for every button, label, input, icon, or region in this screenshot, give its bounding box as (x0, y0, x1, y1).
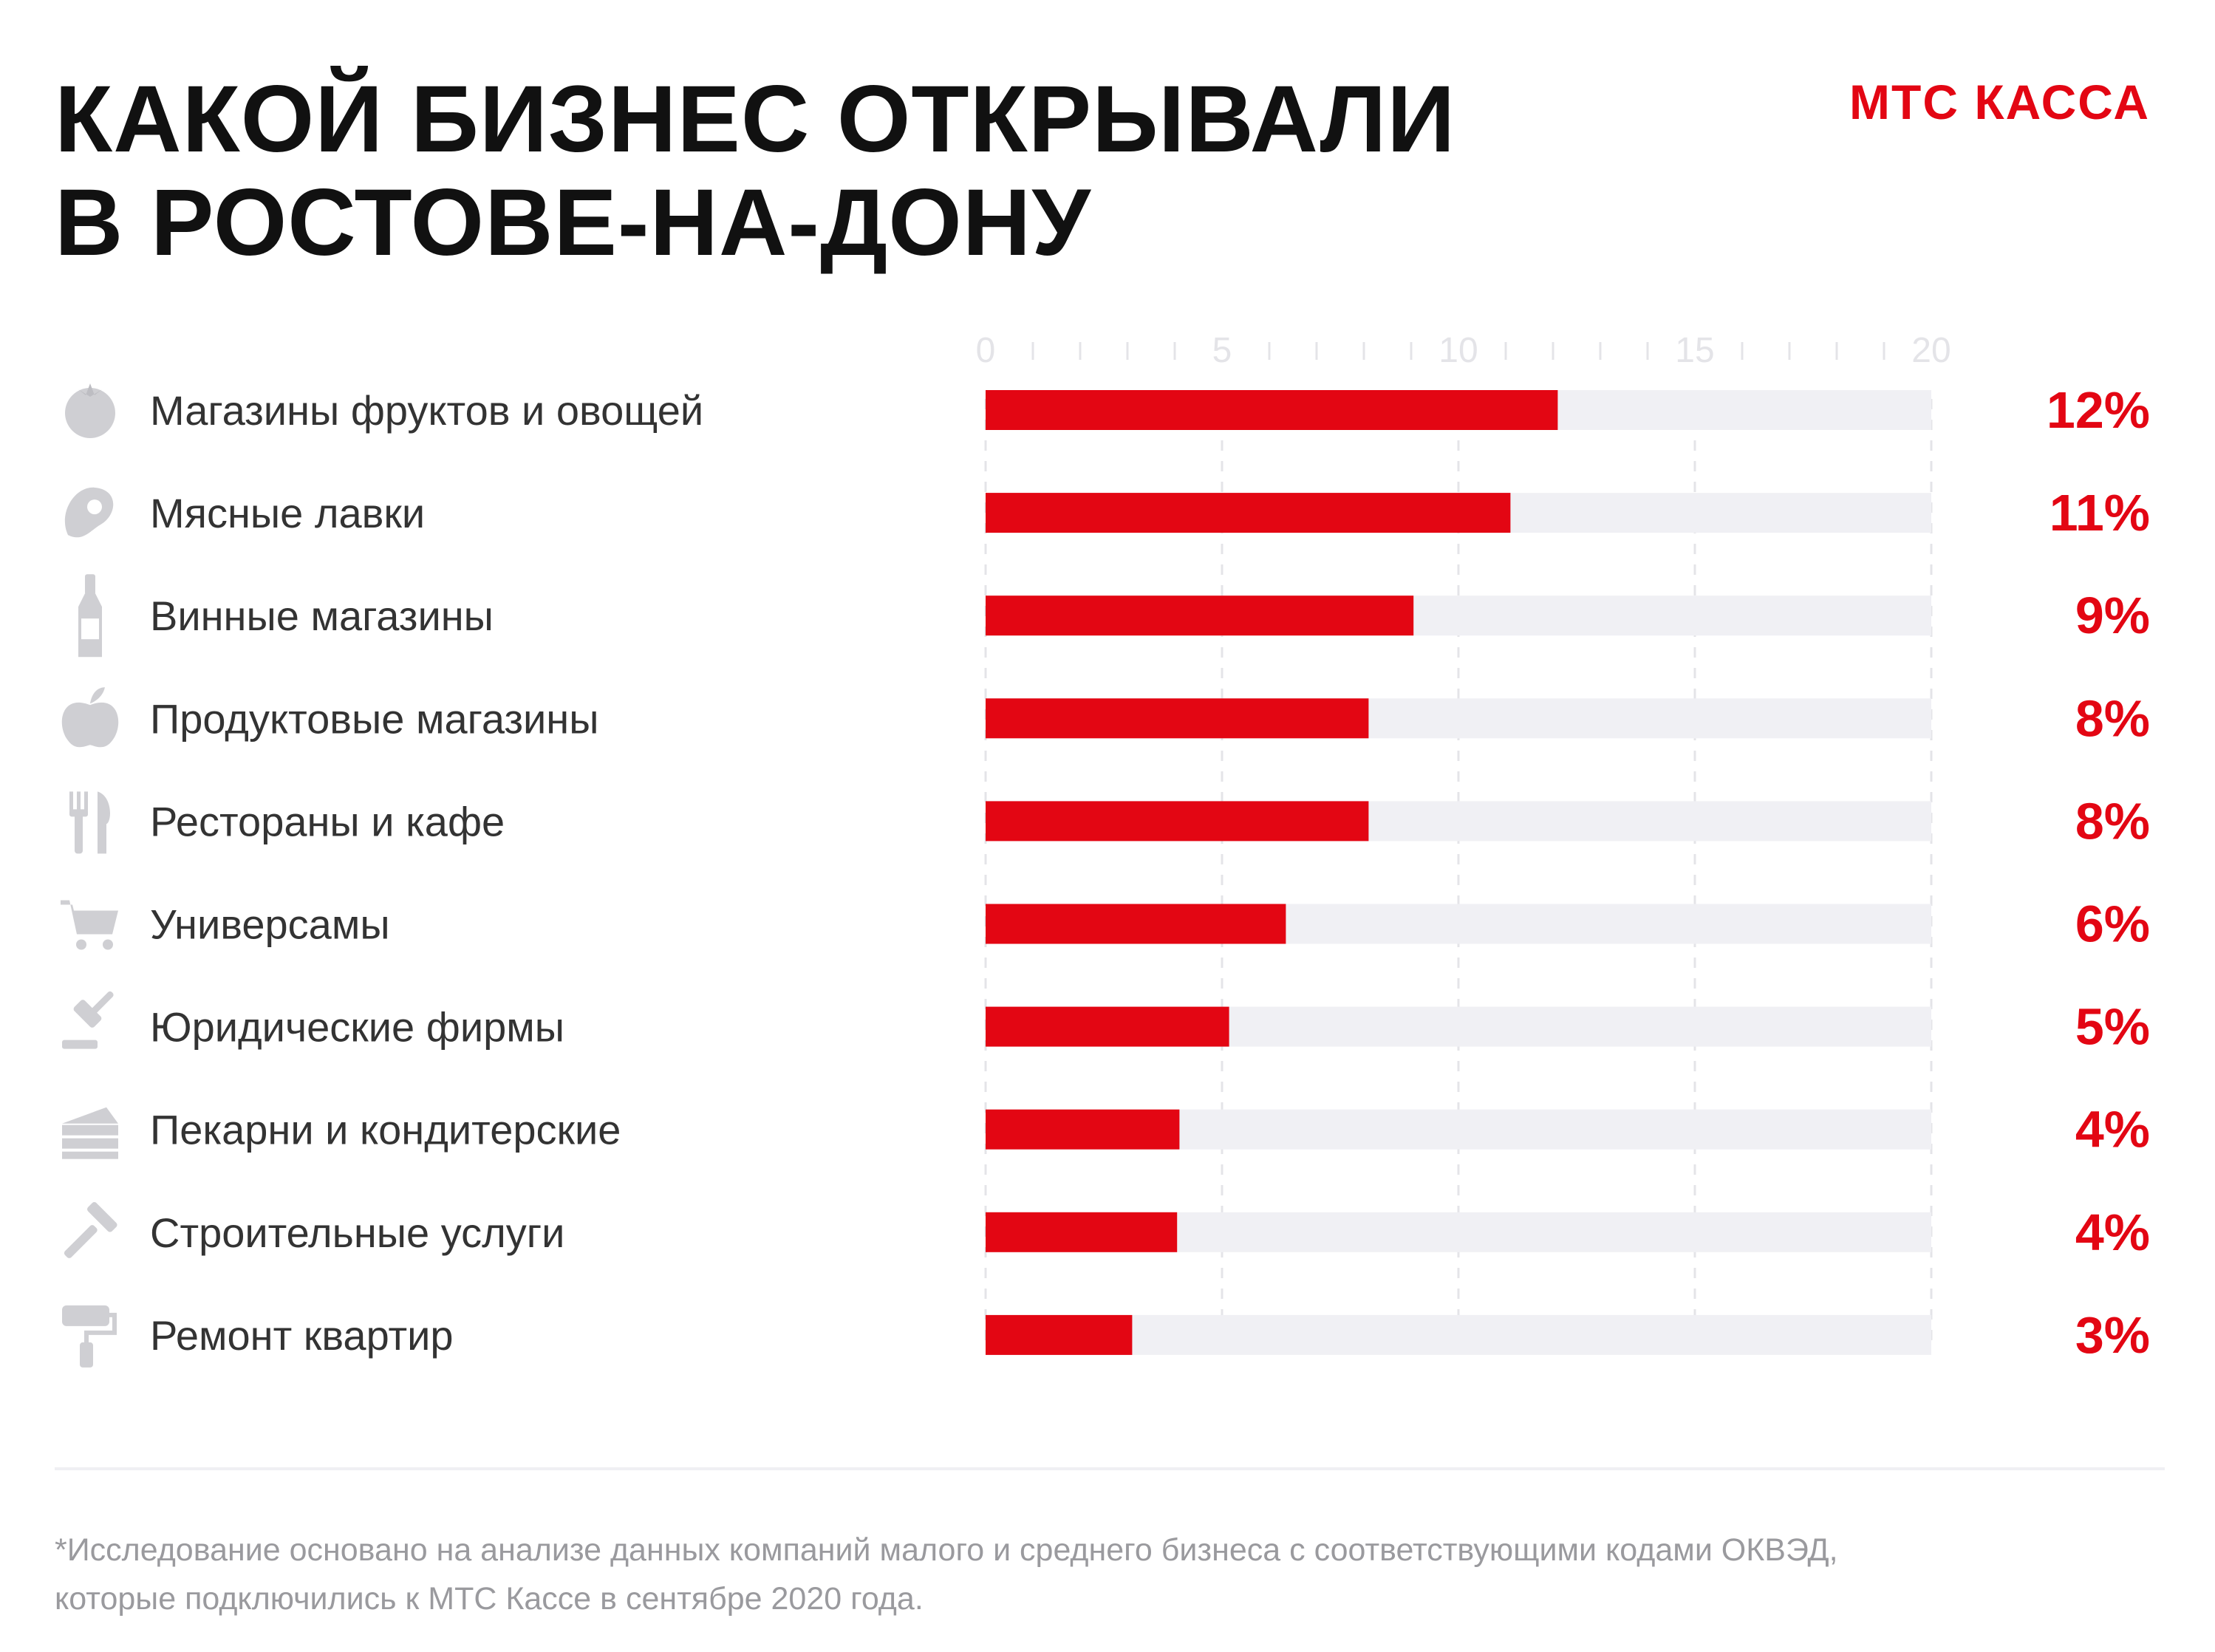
chart-row: Мясные лавки 11% (64, 484, 2150, 542)
chart-rows: Магазины фруктов и овощей 12% Мясные лавки… (61, 381, 2150, 1368)
category-label: Универсамы (150, 901, 390, 948)
value-label: 9% (2075, 587, 2150, 644)
chart-row: Юридические фирмы 5% (62, 991, 2150, 1056)
grid-lines (984, 399, 1933, 1343)
bar (986, 1109, 1180, 1150)
shopping-cart-icon (61, 900, 118, 950)
x-tick-label: 10 (1438, 331, 1478, 370)
value-label: 11% (2050, 484, 2150, 542)
value-label: 3% (2075, 1306, 2150, 1364)
category-label: Винные магазины (150, 593, 494, 639)
chart-row: Продуктовые магазины 8% (61, 687, 2150, 748)
x-tick-label: 5 (1212, 331, 1232, 370)
chart-row: Ремонт квартир 3% (62, 1305, 2150, 1368)
chart-row: Рестораны и кафе 8% (69, 791, 2150, 854)
footnote-line-1: *Исследование основано на анализе данных… (55, 1532, 1838, 1568)
chart-row: Винные магазины 9% (78, 574, 2150, 658)
bar (986, 904, 1286, 944)
value-label: 4% (2075, 1101, 2150, 1158)
chart-row: Универсамы 6% (61, 895, 2150, 953)
value-label: 5% (2075, 998, 2150, 1056)
tomato-icon (65, 383, 115, 438)
bar (986, 1006, 1229, 1047)
fork-knife-icon (69, 791, 110, 854)
bar (986, 1212, 1178, 1252)
footnote: *Исследование основано на анализе данных… (55, 1526, 2160, 1623)
x-tick-label: 0 (976, 331, 996, 370)
category-label: Пекарни и кондитерские (150, 1107, 621, 1153)
chart-row: Магазины фруктов и овощей 12% (65, 381, 2150, 439)
chart-row: Строительные услуги 4% (64, 1202, 2150, 1261)
gavel-icon (62, 991, 114, 1049)
category-label: Строительные услуги (150, 1209, 564, 1256)
value-label: 8% (2075, 689, 2150, 747)
axis-ticks: 0 5 10 15 20 (976, 331, 1951, 370)
category-label: Ремонт квартир (150, 1312, 454, 1359)
category-label: Мясные лавки (150, 490, 425, 536)
bar (986, 1314, 1133, 1355)
divider (55, 1467, 2165, 1470)
apple-icon (61, 687, 119, 748)
x-tick-label: 15 (1675, 331, 1714, 370)
bar (986, 698, 1369, 739)
wine-bottle-icon (78, 574, 102, 658)
category-label: Юридические фирмы (150, 1004, 564, 1051)
footnote-line-2: которые подключились к МТС Кассе в сентя… (55, 1581, 924, 1617)
category-label: Рестораны и кафе (150, 798, 505, 844)
bar (986, 493, 1511, 533)
value-label: 8% (2075, 792, 2150, 850)
paint-roller-icon (62, 1305, 117, 1368)
bar (986, 390, 1558, 430)
bar (986, 801, 1369, 842)
chart-row: Пекарни и кондитерские 4% (62, 1101, 2150, 1159)
value-label: 12% (2047, 381, 2150, 439)
steak-icon (64, 487, 114, 538)
brand-logo: МТС КАССА (1849, 75, 2150, 129)
category-label: Магазины фруктов и овощей (150, 387, 703, 434)
value-label: 6% (2075, 895, 2150, 953)
chart-title: КАКОЙ БИЗНЕС ОТКРЫВАЛИ В РОСТОВЕ-НА-ДОНУ (55, 68, 1455, 275)
title-line-1: КАКОЙ БИЗНЕС ОТКРЫВАЛИ (55, 66, 1456, 172)
bar (986, 595, 1414, 636)
bar-track (986, 1314, 1931, 1355)
hammer-icon (64, 1202, 117, 1258)
value-label: 4% (2075, 1204, 2150, 1261)
x-tick-label: 20 (1911, 331, 1951, 370)
category-label: Продуктовые магазины (150, 695, 598, 742)
bar-chart: 0 5 10 15 20 Магазины фруктов и овощей 12% Мяс… (61, 331, 2150, 1368)
cake-icon (62, 1107, 118, 1159)
title-line-2: В РОСТОВЕ-НА-ДОНУ (55, 170, 1091, 276)
